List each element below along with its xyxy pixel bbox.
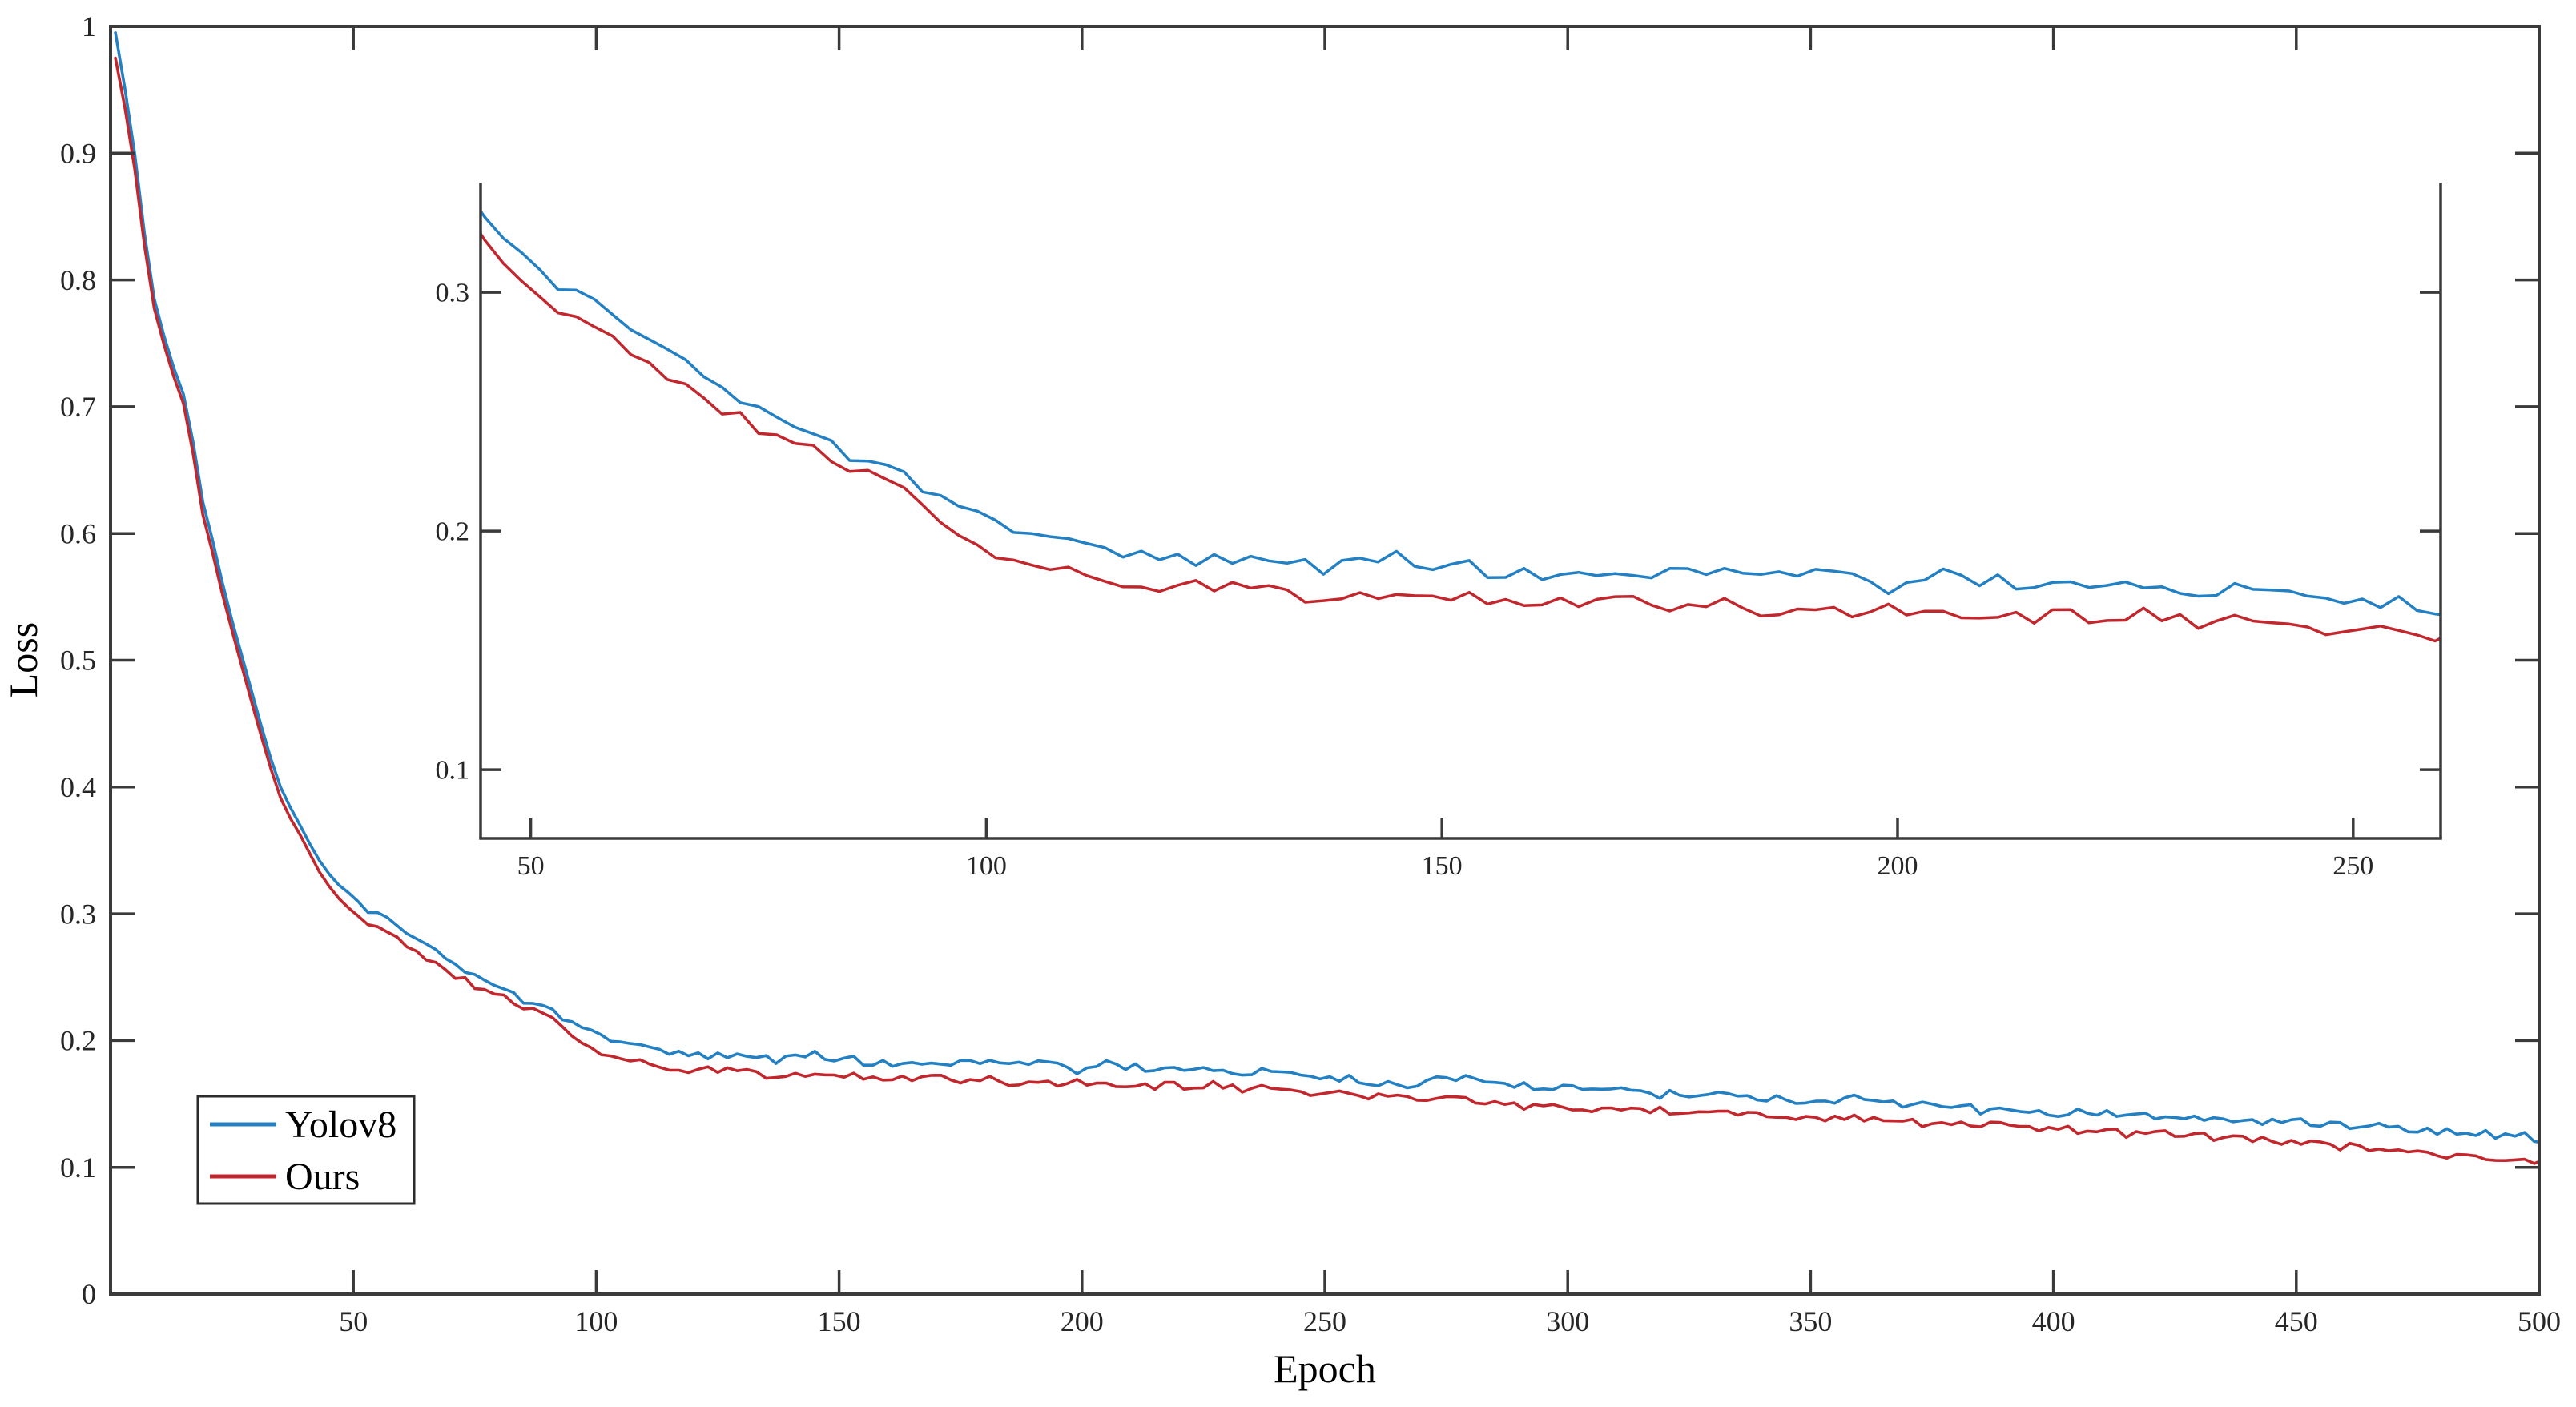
main-plot-y-tick-label: 0.4	[60, 771, 96, 803]
main-plot-x-tick-label: 300	[1546, 1305, 1589, 1337]
y-axis-label: Loss	[1, 622, 46, 697]
inset-plot-y-tick-label: 0.3	[436, 279, 470, 308]
main-plot-x-tick-label: 500	[2518, 1305, 2561, 1337]
main-axes-layer: 50 100 150 200 250 300 350 400 450 50000.10.20.30…	[60, 10, 2561, 1337]
x-axis-label: Epoch	[1274, 1346, 1376, 1391]
main-plot-x-tick-label: 450	[2275, 1305, 2318, 1337]
main-plot-y-tick-label: 0.3	[60, 898, 96, 930]
main-plot-x-tick-label: 150	[818, 1305, 861, 1337]
main-plot-y-tick-label: 0.2	[60, 1025, 96, 1057]
inset-plot-y-tick-label: 0.2	[436, 517, 470, 547]
main-plot-y-tick-label: 0.7	[60, 391, 96, 423]
main-plot-y-tick-label: 0.6	[60, 517, 96, 549]
yolov8-curve-inset	[479, 210, 2441, 617]
inset-plot-x-tick-label: 200	[1877, 851, 1918, 881]
main-plot-x-tick-label: 100	[574, 1305, 618, 1337]
main-plot-y-tick-label: 0.5	[60, 645, 96, 677]
main-plot-y-tick-label: 1	[82, 10, 96, 42]
legend-ours-label: Ours	[285, 1156, 360, 1198]
inset-plot-y-tick-label: 0.1	[436, 756, 470, 786]
main-curves-layer	[114, 31, 2541, 1165]
inset-plot-x-tick-label: 150	[1422, 851, 1463, 881]
yolov8-curve	[114, 31, 2541, 1144]
main-plot-x-tick-label: 350	[1789, 1305, 1832, 1337]
inset-plot-x-tick-label: 250	[2332, 851, 2373, 881]
main-plot-x-tick-label: 200	[1061, 1305, 1104, 1337]
ours-curve	[114, 56, 2541, 1165]
main-plot-y-tick-label: 0.9	[60, 138, 96, 170]
inset-axes-layer: 50 100 150 200 250 0.1 0.2 0.3	[436, 183, 2442, 881]
inset-background	[481, 183, 2441, 838]
inset-curves-layer	[479, 183, 2441, 838]
legend-yolov8-label: Yolov8	[285, 1103, 396, 1146]
main-plot-y-tick-label: 0.8	[60, 264, 96, 296]
legend: Yolov8 Ours	[196, 1095, 416, 1205]
ours-curve-inset	[479, 233, 2441, 643]
inset-plot-x-tick-label: 100	[966, 851, 1007, 881]
legend-box	[196, 1095, 416, 1205]
main-plot-x-tick-label: 50	[339, 1305, 368, 1337]
main-plot-x-tick-label: 400	[2032, 1305, 2075, 1337]
main-plot-y-tick-label: 0.1	[60, 1152, 96, 1184]
inset-plot-x-tick-label: 50	[517, 851, 545, 881]
main-plot-y-tick-label: 0	[82, 1278, 96, 1310]
main-plot-x-tick-label: 250	[1303, 1305, 1346, 1337]
